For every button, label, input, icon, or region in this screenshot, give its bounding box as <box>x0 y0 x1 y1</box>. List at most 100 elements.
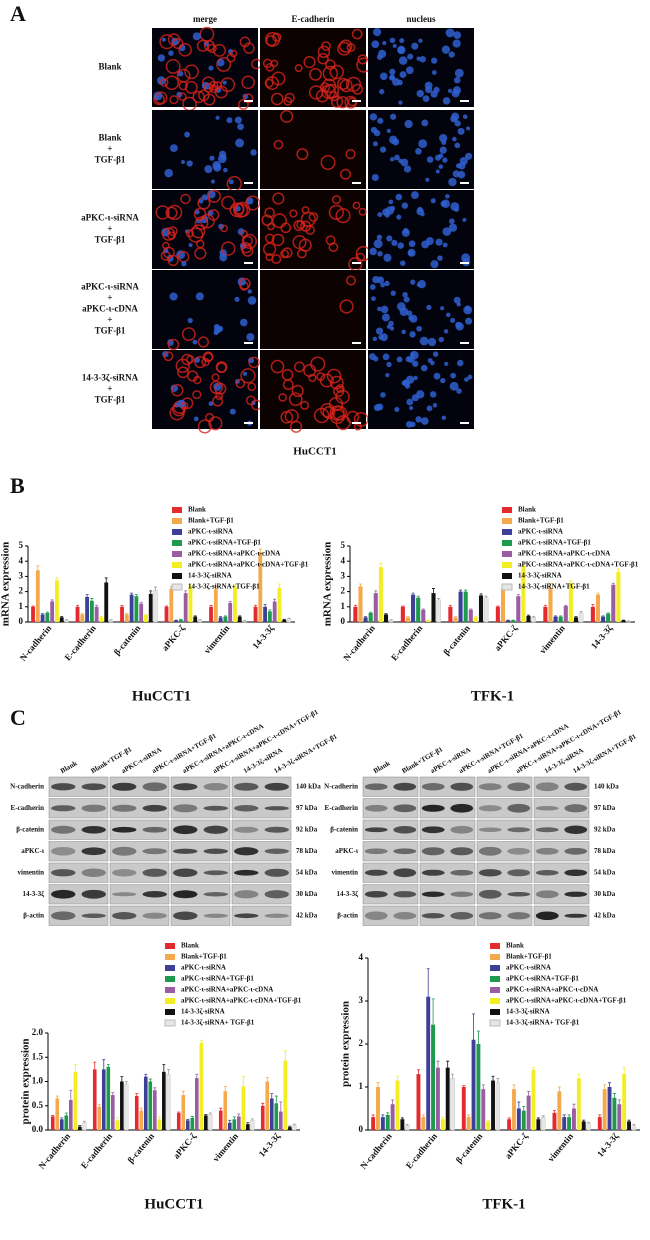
protein-label: 14-3-3ζ <box>336 890 358 898</box>
bar <box>218 617 223 622</box>
blot-band <box>535 806 559 811</box>
bar <box>578 612 584 623</box>
error-bar <box>55 577 59 581</box>
nucleus <box>212 161 221 170</box>
membrane-stain <box>164 75 180 91</box>
error-bar <box>400 1117 404 1120</box>
bar <box>476 1044 481 1130</box>
legend-swatch <box>490 965 500 971</box>
blot-band <box>234 847 259 856</box>
error-bar <box>603 1084 607 1090</box>
nucleus <box>441 415 447 421</box>
nucleus <box>382 353 390 361</box>
legend-swatch <box>165 976 175 982</box>
blot-band <box>478 783 502 791</box>
nucleus <box>373 239 383 249</box>
membrane-stain <box>178 92 187 101</box>
nucleus <box>443 329 449 334</box>
membrane-stain <box>271 254 282 265</box>
error-bar <box>552 1110 556 1113</box>
legend-swatch <box>489 1019 501 1027</box>
nucleus <box>193 416 199 422</box>
bar <box>507 1119 512 1130</box>
scale-bar <box>460 100 469 102</box>
nucleus <box>438 153 444 159</box>
bar <box>495 1082 501 1131</box>
blot-band <box>203 870 228 876</box>
bar <box>59 617 64 622</box>
row-label: Blank <box>98 133 121 143</box>
bar <box>481 1089 486 1130</box>
membrane-stain <box>208 416 223 431</box>
blot-strip <box>476 862 533 883</box>
error-bar <box>421 608 425 610</box>
scale-bar <box>352 262 361 264</box>
error-bar <box>601 615 605 617</box>
blot-band <box>507 892 531 897</box>
size-label: 140 kDa <box>594 782 619 790</box>
error-bar <box>250 1118 254 1121</box>
blot-band <box>234 782 259 791</box>
bar <box>558 616 563 622</box>
error-bar <box>104 577 108 583</box>
nucleus <box>429 391 437 398</box>
membrane-stain <box>233 203 245 215</box>
protein-label: β-actin <box>337 911 358 919</box>
nucleus <box>464 377 469 382</box>
scale-bar <box>352 422 361 424</box>
error-bar <box>51 1115 55 1117</box>
nucleus <box>169 144 178 153</box>
error-bar <box>391 1099 395 1105</box>
error-bar <box>481 1084 485 1090</box>
bar <box>426 620 431 622</box>
scale-bar <box>352 182 361 184</box>
error-bar <box>274 1095 278 1104</box>
membrane-stain <box>247 382 257 392</box>
membrane-stain <box>328 204 344 220</box>
blot-strip <box>533 841 590 862</box>
blot-band <box>507 847 531 855</box>
blot-strip <box>419 819 476 840</box>
membrane-stain <box>207 209 220 221</box>
nucleus <box>392 43 397 48</box>
blot-band <box>421 891 445 897</box>
bar <box>380 1117 385 1130</box>
bar <box>627 1121 631 1130</box>
error-bar <box>190 1116 194 1118</box>
error-bar <box>374 590 378 594</box>
blot-strip <box>419 905 476 926</box>
bar <box>601 616 606 622</box>
nucleus <box>401 329 406 335</box>
nucleus <box>181 261 187 267</box>
bar <box>188 586 193 622</box>
bar <box>516 596 521 622</box>
x-tick-label: N-cadherin <box>341 623 377 663</box>
membrane-stain <box>271 233 285 247</box>
bar <box>64 1115 69 1130</box>
blot-strip <box>419 841 476 862</box>
blot-band <box>421 847 445 856</box>
membrane-stain <box>166 204 183 221</box>
membrane-stain <box>293 220 305 231</box>
legend-swatch <box>172 562 182 568</box>
membrane-stain <box>216 57 232 72</box>
legend-label: aPKC-ι-siRNA+TGF-β1 <box>518 539 591 547</box>
nucleus <box>372 336 378 342</box>
membrane-stain <box>339 39 353 53</box>
error-bar <box>153 1087 157 1091</box>
error-bar <box>569 580 573 584</box>
nucleus <box>462 217 467 222</box>
error-bar <box>162 1064 166 1072</box>
bar <box>516 1108 521 1130</box>
error-bar <box>627 1119 631 1122</box>
error-bar <box>76 604 80 607</box>
error-bar <box>90 598 94 601</box>
membrane-stain <box>272 192 285 205</box>
nucleus <box>400 158 409 167</box>
bar <box>557 1091 562 1130</box>
bar <box>553 616 558 622</box>
error-bar <box>527 1090 531 1096</box>
blot-band <box>393 911 417 920</box>
nucleus <box>440 306 445 311</box>
bar <box>157 1119 162 1130</box>
